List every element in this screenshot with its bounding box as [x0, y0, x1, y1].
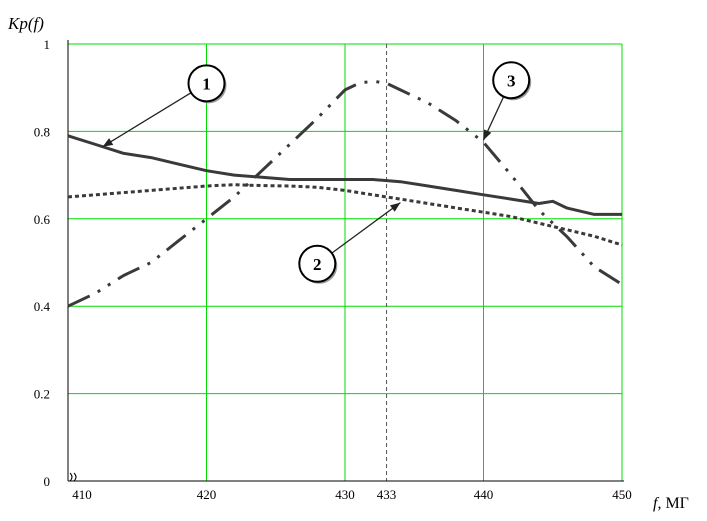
axes	[67, 40, 624, 482]
x-tick-label-440: 440	[474, 487, 494, 502]
series-group	[67, 79, 623, 308]
annotation-label-1: 1	[202, 74, 211, 93]
x-tick-label-420: 420	[197, 487, 217, 502]
axis-break-mark	[69, 472, 77, 482]
x-axis-title: f, МГ	[653, 495, 689, 512]
y-tick-label-0-6: 0.6	[34, 212, 51, 227]
annotation-arrow-2	[331, 202, 401, 254]
x-tick-label-450: 450	[612, 487, 632, 502]
series-line-2	[67, 183, 623, 247]
annotation-arrowhead-1	[102, 138, 114, 147]
y-tick-label-0-4: 0.4	[34, 299, 51, 314]
y-axis-title: Kp(f)	[7, 14, 44, 33]
x-axis-title-unit: , МГ	[657, 495, 688, 512]
annotation-circle-1	[187, 64, 226, 103]
x-tick-label-410: 410	[72, 487, 92, 502]
annotation-arrowhead-3	[483, 129, 492, 141]
x-tick-label-433: 433	[377, 487, 397, 502]
x-tick-label-430: 430	[335, 487, 355, 502]
grid	[68, 43, 623, 481]
y-tick-label-0: 0	[44, 474, 51, 489]
y-tick-label-1: 1	[44, 37, 51, 52]
x-axis-title-var: f	[653, 495, 660, 512]
annotation-label-3: 3	[507, 71, 516, 90]
annotation-circle-2	[298, 244, 337, 283]
tick-labels: 0 0.2 0.4 0.6 0.8 1 410 420 430 433 440 450	[34, 37, 632, 502]
annotation-arrowhead-2	[389, 202, 401, 212]
annotation-label-2: 2	[313, 255, 322, 274]
y-tick-label-0-2: 0.2	[34, 387, 50, 402]
annotation-circle-3	[492, 61, 531, 100]
y-tick-label-0-8: 0.8	[34, 124, 50, 139]
annotations: 1 2 3	[102, 61, 532, 284]
series-line-3	[67, 79, 623, 308]
series-line-1	[67, 134, 622, 216]
annotation-arrow-1	[102, 92, 192, 148]
